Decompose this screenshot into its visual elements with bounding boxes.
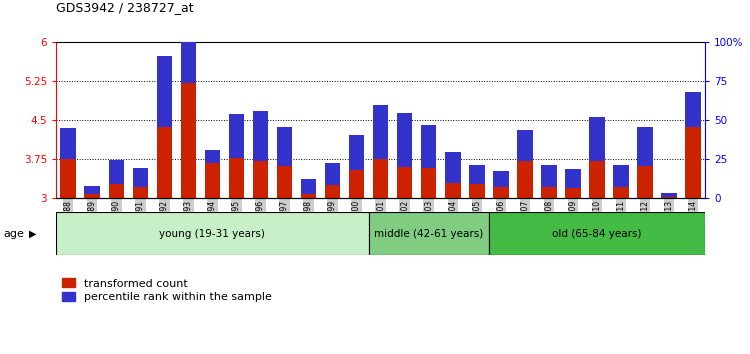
Bar — [421, 168, 436, 198]
Bar — [229, 114, 244, 158]
Legend: transformed count, percentile rank within the sample: transformed count, percentile rank withi… — [62, 278, 272, 302]
Bar — [277, 127, 292, 166]
FancyBboxPatch shape — [489, 212, 705, 255]
Bar — [373, 159, 388, 198]
Bar — [662, 197, 676, 198]
Bar — [325, 164, 340, 185]
Bar — [373, 105, 388, 159]
Bar — [325, 185, 340, 198]
Bar — [469, 184, 484, 198]
Bar — [133, 168, 148, 187]
Bar — [349, 136, 364, 170]
Bar — [637, 166, 652, 198]
Bar — [445, 152, 460, 183]
Text: ▶: ▶ — [28, 229, 36, 239]
Bar — [637, 127, 652, 166]
Bar — [662, 193, 676, 197]
Bar — [181, 8, 196, 83]
Text: young (19-31 years): young (19-31 years) — [160, 229, 266, 239]
Bar — [397, 113, 412, 167]
Bar — [61, 159, 76, 198]
Bar — [205, 163, 220, 198]
Bar — [589, 117, 604, 161]
Bar — [397, 167, 412, 198]
Bar — [589, 161, 604, 198]
Bar — [301, 178, 316, 194]
Bar — [85, 194, 100, 198]
Text: GDS3942 / 238727_at: GDS3942 / 238727_at — [56, 1, 194, 14]
Bar — [469, 165, 484, 184]
Bar — [133, 187, 148, 198]
Bar — [349, 170, 364, 198]
Bar — [445, 183, 460, 198]
Bar — [613, 165, 628, 187]
Bar — [541, 165, 556, 187]
Bar — [493, 187, 508, 198]
Bar — [301, 194, 316, 198]
Bar — [565, 188, 580, 198]
Bar — [253, 111, 268, 161]
Bar — [493, 171, 508, 187]
Bar — [686, 92, 700, 127]
FancyBboxPatch shape — [368, 212, 489, 255]
Bar — [686, 127, 700, 198]
Text: middle (42-61 years): middle (42-61 years) — [374, 229, 483, 239]
Bar — [205, 150, 220, 163]
Bar — [541, 187, 556, 198]
Bar — [229, 158, 244, 198]
Bar — [517, 130, 532, 161]
Text: age: age — [4, 229, 25, 239]
Bar — [109, 184, 124, 198]
Bar — [253, 161, 268, 198]
Bar — [85, 186, 100, 194]
Text: old (65-84 years): old (65-84 years) — [552, 229, 641, 239]
Bar — [157, 127, 172, 198]
Bar — [277, 166, 292, 198]
Bar — [181, 83, 196, 198]
Bar — [61, 128, 76, 159]
FancyBboxPatch shape — [56, 212, 368, 255]
Bar — [565, 169, 580, 188]
Bar — [157, 57, 172, 127]
Bar — [421, 125, 436, 168]
Bar — [613, 187, 628, 198]
Bar — [517, 161, 532, 198]
Bar — [109, 160, 124, 184]
